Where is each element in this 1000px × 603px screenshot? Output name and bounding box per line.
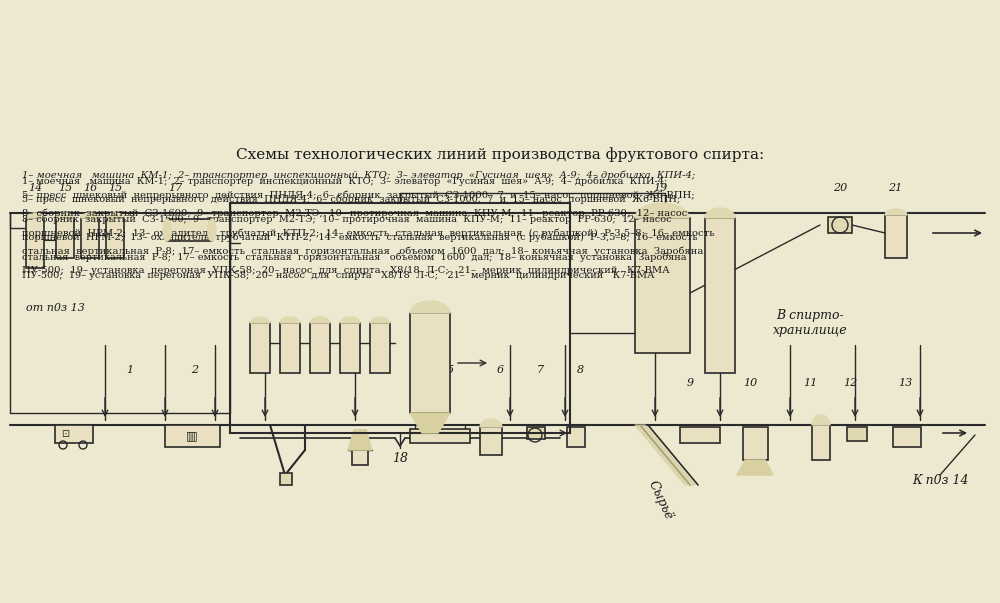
Text: 5– пресс  шнековый  непрерывного  действия  ПНДЯ-4;  6– сборник  закрытый  СЗ-10: 5– пресс шнековый непрерывного действия … <box>22 190 695 200</box>
Bar <box>167 219 212 241</box>
Bar <box>250 323 270 373</box>
Text: ПУ-500;  19– установка  перегоная  УПК-58;  20– насос  для  спирта   Х8/18  Л-С;: ПУ-500; 19– установка перегоная УПК-58; … <box>22 266 670 275</box>
Text: 20: 20 <box>833 183 847 193</box>
Text: 12: 12 <box>843 378 857 388</box>
Text: от п0з 13: от п0з 13 <box>26 303 84 313</box>
Text: ПУ-500;  19– установка  перегоная  УПК-58;  20– насос  для  спирта   Х8/18  Л-С;: ПУ-500; 19– установка перегоная УПК-58; … <box>22 271 654 280</box>
Bar <box>680 427 720 443</box>
Polygon shape <box>280 317 300 323</box>
Bar <box>743 427 768 460</box>
Polygon shape <box>370 317 390 323</box>
Text: 4: 4 <box>371 365 379 375</box>
Text: 8: 8 <box>576 365 584 375</box>
Bar <box>705 218 735 373</box>
Bar <box>410 313 450 413</box>
Text: 18: 18 <box>392 452 408 464</box>
Polygon shape <box>812 415 830 425</box>
Polygon shape <box>56 213 74 218</box>
Polygon shape <box>106 213 124 218</box>
Text: 14: 14 <box>28 183 42 193</box>
Polygon shape <box>81 213 99 218</box>
Bar <box>280 473 292 485</box>
Bar <box>26 218 44 268</box>
Text: 17: 17 <box>168 183 182 193</box>
Polygon shape <box>250 317 270 323</box>
Text: ▥: ▥ <box>186 429 198 443</box>
Bar <box>106 218 124 258</box>
Text: 9: 9 <box>686 378 694 388</box>
Bar <box>847 427 867 441</box>
Bar <box>280 323 300 373</box>
Text: поршневой  НРМ-2;  13– охладитель  трубчатый  КТП-2;  14– емкость  стальная  вер: поршневой НРМ-2; 13– охладитель трубчаты… <box>22 228 715 238</box>
Text: Схемы технологических линий производства фруктового спирта:: Схемы технологических линий производства… <box>236 148 764 162</box>
Ellipse shape <box>208 219 216 241</box>
Polygon shape <box>310 317 330 323</box>
Polygon shape <box>410 301 450 313</box>
Bar <box>527 427 545 439</box>
Ellipse shape <box>163 219 171 241</box>
Bar <box>635 218 690 353</box>
Text: 15: 15 <box>108 183 122 193</box>
Polygon shape <box>480 419 502 427</box>
Text: 13: 13 <box>898 378 912 388</box>
Text: 1– моечная   машина  КМ-1;  2– транспортер  инспекционный  КТО;  3– элеватор  «Г: 1– моечная машина КМ-1; 2– транспортер и… <box>22 171 695 180</box>
Bar <box>56 218 74 258</box>
Text: Сырьё: Сырьё <box>645 478 675 522</box>
Polygon shape <box>410 413 450 433</box>
Bar <box>165 425 220 447</box>
Text: 19: 19 <box>653 183 667 193</box>
Bar <box>893 427 921 447</box>
Polygon shape <box>340 317 360 323</box>
Text: 1– моечная   машина  КМ-1;  2– транспортер  инспекционный  КТО;  3– элеватор  «Г: 1– моечная машина КМ-1; 2– транспортер и… <box>22 176 667 186</box>
Polygon shape <box>885 209 907 215</box>
Polygon shape <box>635 203 689 218</box>
Text: 11: 11 <box>803 378 817 388</box>
Text: 16: 16 <box>83 183 97 193</box>
Text: 7: 7 <box>536 365 544 375</box>
Text: 5: 5 <box>446 365 454 375</box>
Polygon shape <box>635 425 695 485</box>
Text: 10: 10 <box>743 378 757 388</box>
Text: поршневой  НРМ-2;  13– охладитель  трубчатый  КТП-2;  14– емкость  стальная  вер: поршневой НРМ-2; 13– охладитель трубчаты… <box>22 233 698 242</box>
Text: стальная  вертикальная  Р-8;  17– емкость  стальная  горизонтальная   объемом  1: стальная вертикальная Р-8; 17– емкость с… <box>22 247 703 256</box>
Text: К п0з 14: К п0з 14 <box>912 473 968 487</box>
Bar <box>310 323 330 373</box>
Text: стальная  вертикальная  Р-8;  17– емкость  стальная  горизонтальная   объемом  1: стальная вертикальная Р-8; 17– емкость с… <box>22 252 686 262</box>
Polygon shape <box>737 460 773 475</box>
Bar <box>81 218 99 258</box>
Polygon shape <box>348 430 372 450</box>
Polygon shape <box>26 213 44 218</box>
Bar <box>480 427 502 455</box>
Bar <box>352 450 368 465</box>
Bar <box>885 215 907 258</box>
Bar <box>567 427 585 447</box>
Text: 21: 21 <box>888 183 902 193</box>
Text: 8– сборник  закрытый  СЗ-1600;  9– транспортер  М2-ТЭ;  10– протирочная  машина : 8– сборник закрытый СЗ-1600; 9– транспор… <box>22 214 672 224</box>
Text: 8– сборник  закрытый  СЗ-1600;  9– транспортер  М2-ТЭ;  10– протирочная  машина : 8– сборник закрытый СЗ-1600; 9– транспор… <box>22 209 687 218</box>
Text: ⊡: ⊡ <box>61 429 69 439</box>
Bar <box>812 425 830 460</box>
Text: В спирто-
хранилище: В спирто- хранилище <box>773 309 847 337</box>
Bar <box>55 425 93 443</box>
Bar <box>230 203 570 433</box>
Text: 2: 2 <box>191 365 199 375</box>
Text: 6: 6 <box>496 365 504 375</box>
Bar <box>340 323 360 373</box>
Text: 3: 3 <box>286 365 294 375</box>
Text: 15: 15 <box>58 183 72 193</box>
Bar <box>410 429 470 443</box>
Bar <box>370 323 390 373</box>
Bar <box>828 217 852 233</box>
Text: 1: 1 <box>126 365 134 375</box>
Text: 5– пресс  шнековый  непрерывного  действия  ПНДЯ-4;  6– сборник  закрытый  СЗ-10: 5– пресс шнековый непрерывного действия … <box>22 195 680 204</box>
Polygon shape <box>705 208 735 218</box>
